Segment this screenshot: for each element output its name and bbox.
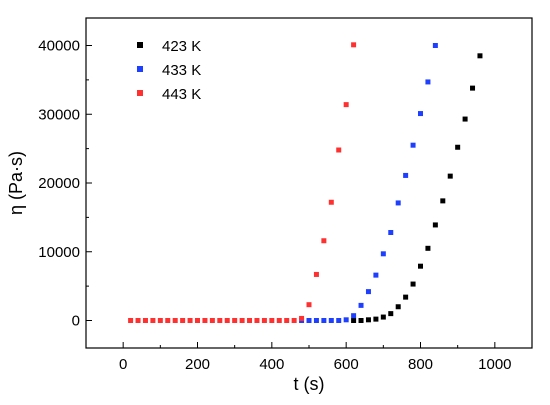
data-point [276, 318, 282, 323]
data-point [410, 281, 416, 287]
plot-frame [85, 17, 533, 349]
data-point [328, 199, 334, 205]
y-tick-label: 30000 [38, 106, 80, 123]
x-tick-label: 400 [259, 356, 284, 373]
data-point [343, 102, 349, 108]
data-point [328, 318, 334, 323]
x-tick-label: 600 [334, 356, 359, 373]
x-tick-label: 800 [408, 356, 433, 373]
data-point [299, 315, 305, 321]
data-point [418, 111, 423, 117]
x-tick-label: 0 [119, 356, 127, 373]
legend-label: 433 K [162, 62, 201, 79]
data-point [388, 311, 394, 317]
data-point [261, 318, 267, 323]
data-point [202, 318, 208, 323]
legend-label: 423 K [162, 38, 201, 55]
data-point [440, 198, 446, 204]
data-point [388, 230, 394, 235]
data-point [403, 294, 409, 300]
data-point [351, 42, 357, 48]
data-point [351, 313, 357, 319]
legend-label: 443 K [162, 86, 201, 103]
axis-ticks [85, 45, 533, 348]
y-tick-label: 40000 [38, 38, 80, 55]
data-point [477, 53, 483, 59]
data-point [410, 142, 416, 148]
data-point [351, 318, 357, 323]
data-point [336, 147, 342, 153]
legend-marker [137, 66, 143, 72]
legend: 423 K 433 K 443 K [137, 38, 201, 103]
data-point [395, 304, 401, 310]
data-point [187, 318, 193, 323]
data-point [313, 318, 319, 323]
data-point [306, 302, 312, 308]
data-point [232, 318, 238, 323]
data-point [180, 318, 186, 323]
x-tick-label: 1000 [478, 356, 511, 373]
data-point [313, 271, 319, 277]
data-point [224, 318, 230, 323]
data-point [432, 43, 438, 48]
data-point [395, 200, 401, 206]
y-tick-label: 20000 [38, 175, 80, 192]
data-point [373, 316, 379, 322]
legend-marker [137, 90, 143, 96]
data-point [135, 318, 141, 323]
data-point [239, 318, 245, 323]
data-point [380, 314, 386, 320]
y-axis-title: η (Pa·s) [6, 151, 26, 215]
data-point [365, 317, 371, 323]
data-point [157, 318, 163, 323]
data-point [195, 318, 200, 323]
data-point [425, 245, 431, 251]
data-point [209, 318, 215, 323]
series-433-k [299, 43, 438, 323]
data-point [380, 251, 386, 257]
data-point [373, 272, 379, 278]
data-point [425, 79, 431, 85]
series-443-k [128, 42, 357, 323]
x-axis-title: t (s) [294, 374, 325, 394]
data-point [455, 144, 461, 150]
data-point [150, 318, 156, 323]
data-point [432, 222, 438, 228]
data-point [321, 238, 327, 244]
data-point [128, 318, 134, 323]
data-point [172, 318, 178, 323]
data-point [358, 318, 364, 323]
legend-marker [137, 42, 143, 48]
data-point [306, 318, 312, 323]
data-point [365, 289, 371, 295]
data-point [403, 172, 409, 178]
data-point [336, 318, 342, 323]
y-tick-label: 0 [72, 313, 80, 330]
series-423-k [351, 53, 483, 323]
x-tick-label: 200 [185, 356, 210, 373]
data-point [291, 318, 297, 323]
data-point [321, 318, 327, 323]
data-points [128, 42, 483, 323]
y-tick-label: 10000 [38, 244, 80, 261]
data-point [254, 318, 260, 323]
data-point [343, 317, 349, 323]
data-point [165, 318, 171, 323]
data-point [462, 116, 468, 122]
data-point [247, 318, 253, 323]
data-point [447, 173, 453, 179]
data-point [269, 318, 275, 323]
data-point [418, 263, 423, 269]
data-point [470, 85, 476, 91]
data-point [142, 318, 148, 323]
data-point [284, 318, 290, 323]
data-point [358, 302, 364, 308]
data-point [217, 318, 223, 323]
